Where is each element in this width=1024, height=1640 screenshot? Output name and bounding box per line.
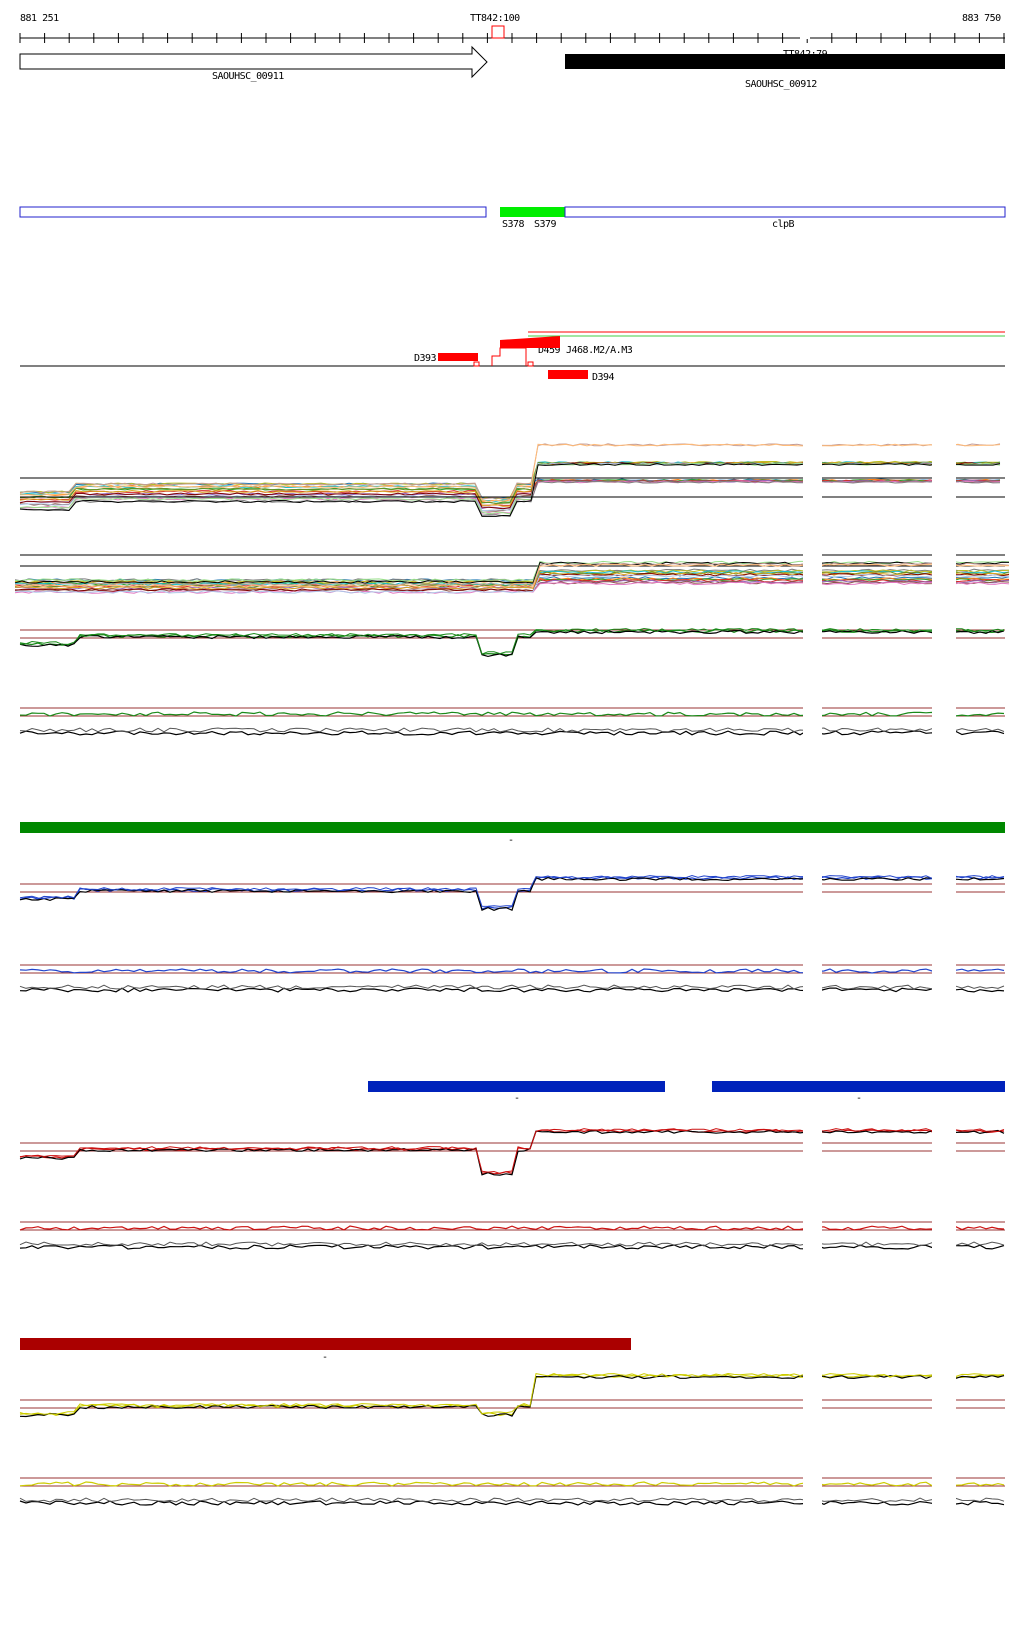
forward-region-bar[interactable]	[20, 822, 1005, 833]
annotation-track	[19, 206, 1006, 218]
annotation-bar-green[interactable]	[500, 207, 565, 217]
annotation-label-s379: S379	[534, 219, 557, 230]
annotation-label-clpb[interactable]: clpB	[772, 219, 795, 230]
segment-label-d393: D393	[414, 353, 437, 364]
signal-tracks	[19, 627, 1005, 1506]
blue-bar-marker-1: -	[514, 1093, 520, 1104]
red-bar-marker: -	[322, 1352, 328, 1363]
segment-label-d459: D459	[538, 345, 561, 356]
start-coordinate: 881 251	[20, 13, 59, 24]
segment-label-d394: D394	[592, 372, 615, 383]
annotation-label-s378: S378	[502, 219, 525, 230]
gene-label-left[interactable]: SAOUHSC_00911	[212, 71, 284, 82]
blue-bar-marker-2: -	[856, 1093, 862, 1104]
reverse-region-bar-1[interactable]	[368, 1081, 665, 1092]
annotation-bar-left[interactable]	[19, 206, 487, 218]
annotation-bar-clpb[interactable]	[564, 206, 1006, 218]
coverage-track-all-samples-2	[14, 554, 1010, 594]
gene-label-right[interactable]: SAOUHSC_00912	[745, 79, 817, 90]
segment-d459[interactable]	[500, 336, 560, 348]
end-coordinate: 883 750	[962, 13, 1001, 24]
green-bar-marker: -	[508, 835, 514, 846]
reverse-region-bar-2[interactable]	[712, 1081, 1005, 1092]
gene-arrow-left[interactable]	[19, 45, 488, 79]
coverage-track-all-samples	[19, 443, 1005, 517]
segment-d393[interactable]	[438, 353, 478, 361]
mixed-region-bar[interactable]	[20, 1338, 631, 1350]
segment-label-overlap: J468.M2/A.M3	[566, 345, 633, 356]
terminator-label-100: TT842:100	[470, 13, 520, 24]
segment-d394[interactable]	[548, 370, 588, 379]
coordinate-ruler	[19, 25, 1005, 43]
segment-track	[20, 331, 1005, 379]
gene-bar-right[interactable]	[565, 54, 1005, 69]
